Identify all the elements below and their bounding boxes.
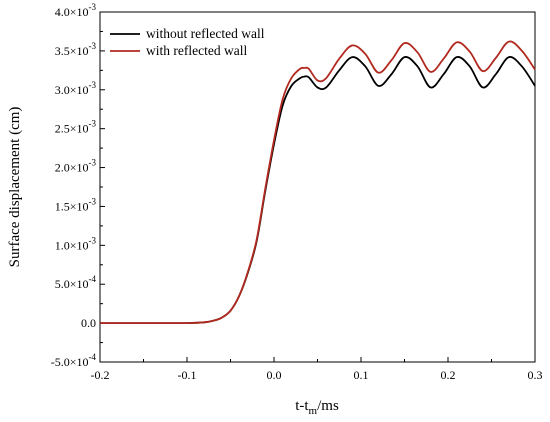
legend-label-1: without reflected wall — [146, 26, 265, 41]
y-tick-label: 2.0×10-3 — [55, 158, 97, 175]
x-tick-label: -0.1 — [178, 368, 197, 382]
y-tick-label: 4.0×10-3 — [55, 2, 97, 19]
x-tick-label: 0.3 — [528, 368, 543, 382]
y-tick-label: 3.5×10-3 — [55, 41, 97, 58]
y-tick-label: 1.0×10-3 — [55, 235, 97, 252]
y-tick-label: 1.5×10-3 — [55, 196, 97, 213]
x-tick-label: 0.2 — [441, 368, 456, 382]
legend-label-2: with reflected wall — [146, 43, 247, 58]
x-tick-label: 0.0 — [267, 368, 282, 382]
legend: without reflected wall with reflected wal… — [110, 26, 265, 58]
y-tick-label: 5.0×10-4 — [55, 274, 97, 291]
x-tick-label: -0.2 — [91, 368, 110, 382]
series-line-1 — [100, 56, 536, 325]
y-tick-label: 3.0×10-3 — [55, 80, 97, 97]
y-tick-label: 0.0 — [81, 316, 96, 330]
series-line-2 — [100, 40, 536, 325]
x-tick-label: 0.1 — [354, 368, 369, 382]
series-layer — [100, 40, 536, 325]
y-axis-label: Surface displacement (cm) — [7, 107, 23, 268]
axis-ticks: -0.2 -0.1 0.0 0.1 0.2 0.3 -5.0×10-4 0.0 5.0×10-4… — [51, 2, 543, 382]
x-axis-label: t-tm/ms — [295, 398, 339, 417]
y-tick-label: -5.0×10-4 — [51, 352, 97, 369]
plot-frame — [99, 11, 536, 363]
y-tick-label: 2.5×10-3 — [55, 119, 97, 136]
